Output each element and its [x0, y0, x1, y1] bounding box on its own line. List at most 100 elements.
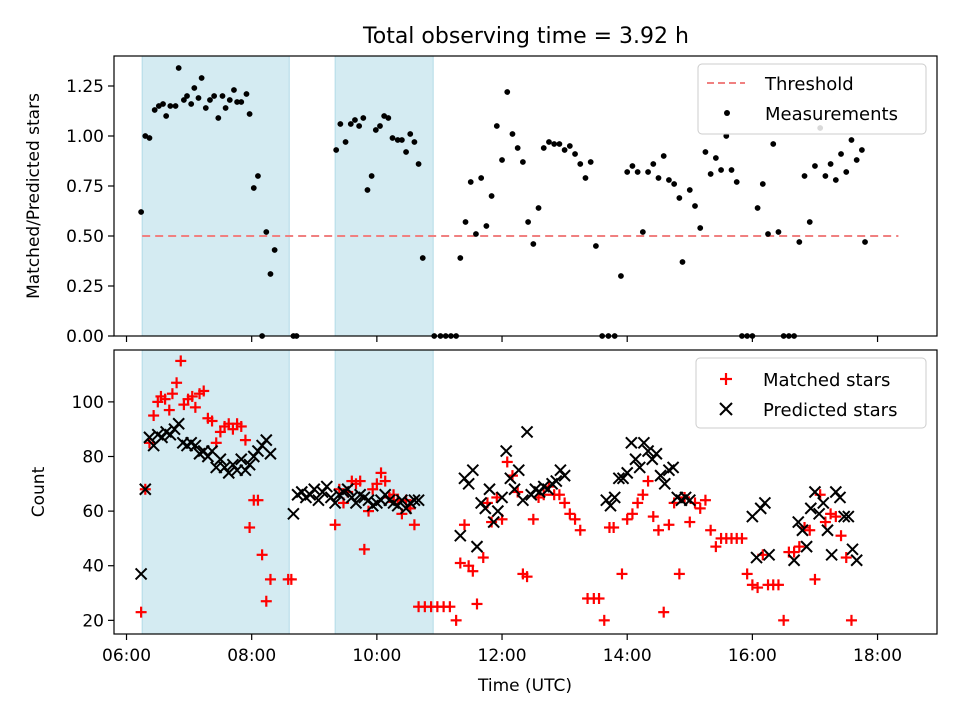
measurement-point [796, 239, 803, 245]
predicted-star-point [804, 502, 817, 515]
measurement-point [838, 151, 844, 157]
measurement-point [754, 205, 761, 211]
x-tick-label: 18:00 [853, 646, 902, 666]
matched-star-point [371, 478, 383, 490]
measurement-point [215, 115, 222, 121]
shaded-interval [334, 55, 434, 337]
measurement-point [385, 115, 392, 121]
predicted-star-point [454, 529, 467, 542]
predicted-star-point [287, 507, 300, 521]
matched-star-point [329, 519, 341, 531]
predicted-star-point [637, 436, 651, 450]
measurement-point [827, 161, 834, 167]
measurement-point [546, 139, 552, 145]
measurement-point [718, 167, 724, 173]
measurement-point [639, 229, 646, 235]
measurement-point [504, 89, 511, 95]
measurement-point [364, 187, 371, 193]
y-axis-label: Count [29, 466, 49, 517]
measurement-point [712, 155, 719, 161]
predicted-star-point [412, 493, 425, 507]
measurement-point [419, 255, 426, 261]
measurement-point [702, 149, 709, 155]
y-axis-label: Matched/Predicted stars [24, 93, 44, 299]
matched-star-point [135, 606, 147, 618]
measurement-point [629, 163, 636, 169]
measurement-point [267, 271, 274, 277]
predicted-star-point [550, 474, 563, 488]
matched-star-point [778, 614, 790, 626]
matched-star-point [598, 614, 610, 626]
measurement-point [403, 149, 409, 155]
legend: Threshold Measurements [697, 63, 927, 135]
predicted-star-point [558, 469, 571, 482]
measurement-point [853, 157, 860, 163]
legend-measurements-label: Measurements [765, 104, 898, 125]
predicted-star-point [264, 447, 277, 460]
measurement-point [467, 179, 474, 185]
predicted-star-point [625, 436, 638, 450]
measurement-point [368, 173, 375, 179]
predicted-star-point [222, 466, 235, 480]
measurement-point [707, 171, 714, 177]
matched-star-point [521, 571, 533, 583]
measurement-point [650, 161, 657, 167]
predicted-star-point [842, 510, 855, 523]
measurement-point [723, 133, 730, 139]
measurement-point [775, 229, 782, 235]
matched-star-point [559, 497, 571, 509]
predicted-stars-points [134, 417, 863, 581]
y-tick-label: 20 [82, 611, 104, 631]
measurement-point [184, 93, 190, 99]
predicted-star-point [312, 493, 325, 507]
ratio-panel: Total observing time = 3.92 h 0.000.250.… [24, 24, 938, 347]
measurement-point [411, 139, 418, 145]
matched-star-point [705, 524, 717, 536]
y-tick-label: 1.25 [66, 77, 104, 97]
measurement-point [514, 145, 521, 151]
measurement-point [138, 209, 145, 215]
measurement-point [180, 97, 187, 103]
matched-star-point [163, 404, 175, 416]
matched-star-point [699, 494, 711, 506]
matched-star-point [626, 508, 638, 520]
predicted-star-point [604, 499, 617, 512]
measurement-point [624, 169, 631, 175]
measurement-point [211, 93, 218, 99]
predicted-star-point [470, 540, 484, 553]
measurement-point [509, 131, 516, 137]
predicted-star-point [612, 472, 626, 485]
matched-star-point [632, 497, 644, 509]
measurement-point [832, 177, 839, 183]
predicted-star-point [189, 439, 202, 452]
matched-star-point [553, 489, 565, 501]
matched-star-point [454, 557, 466, 569]
matched-star-point [835, 530, 847, 542]
measurement-point [686, 187, 693, 193]
y-tick-label: 0.50 [66, 227, 104, 247]
predicted-star-point [235, 453, 248, 466]
plot-frame [113, 349, 938, 635]
matched-star-point [189, 401, 201, 413]
predicted-star-point [328, 496, 342, 510]
matched-star-point [175, 355, 187, 367]
matched-star-point [260, 595, 272, 607]
legend-box [697, 63, 927, 135]
measurement-point [167, 103, 174, 109]
measurement-point [333, 147, 340, 153]
legend-predicted-swatch [719, 402, 733, 416]
measurement-point [582, 175, 589, 181]
predicted-star-point [633, 461, 646, 474]
measurement-point [692, 203, 698, 209]
predicted-star-point [796, 524, 809, 537]
measurement-point [765, 231, 771, 237]
matched-star-point [239, 434, 251, 446]
matched-star-point [333, 483, 345, 495]
predicted-star-point [800, 540, 813, 553]
matched-star-point [198, 385, 210, 397]
matched-star-point [616, 568, 628, 580]
measurement-point [478, 175, 485, 181]
matched-star-point [642, 475, 654, 487]
measurement-point [207, 97, 213, 103]
predicted-star-point [808, 485, 822, 499]
